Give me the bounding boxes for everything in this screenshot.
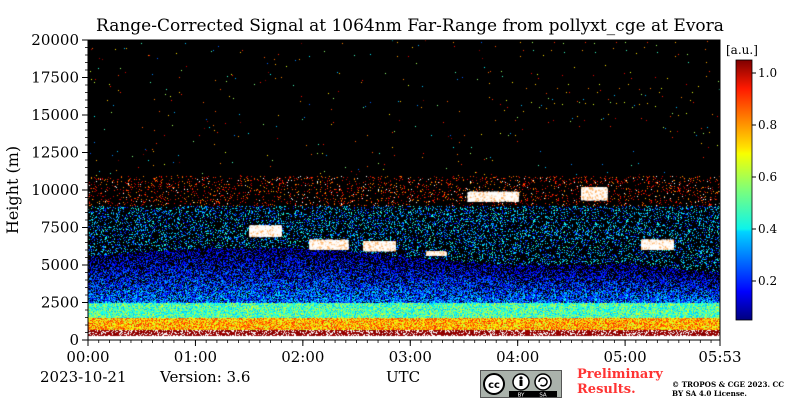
colorbar	[735, 59, 753, 321]
x-tick-label: 03:00	[389, 348, 432, 366]
signal-heatmap	[88, 40, 720, 340]
y-tick-label: 2500	[41, 294, 79, 312]
y-tick-label: 0	[69, 331, 79, 349]
date-label: 2023-10-21	[40, 368, 127, 386]
colorbar-label: [a.u.]	[726, 43, 758, 57]
y-tick-label: 10000	[31, 181, 79, 199]
svg-text:BY: BY	[518, 393, 525, 398]
y-tick-label: 15000	[31, 106, 79, 124]
x-tick-label: 05:53	[698, 348, 741, 366]
colorbar-tick-label: 0.6	[758, 170, 777, 184]
colorbar-tick-label: 0.4	[758, 222, 777, 236]
version-label: Version: 3.6	[160, 368, 251, 386]
colorbar-tick-label: 0.2	[758, 274, 777, 288]
copyright-notice: © TROPOS & CGE 2023. CC BY SA 4.0 Licens…	[672, 380, 784, 398]
x-tick-label: 01:00	[174, 348, 217, 366]
y-tick-label: 12500	[31, 144, 79, 162]
preliminary-notice: Preliminary Results.	[577, 367, 663, 397]
sa-icon	[534, 373, 552, 391]
cc-license-icon: cc BY SA	[481, 371, 561, 399]
x-axis-label: UTC	[386, 368, 421, 386]
x-tick-label: 04:00	[496, 348, 539, 366]
cc-by-sa-badge: cc BY SA	[480, 370, 562, 399]
y-tick-label: 17500	[31, 69, 79, 87]
x-tick-label: 05:00	[603, 348, 646, 366]
x-tick-label: 00:00	[66, 348, 109, 366]
x-tick-label: 02:00	[281, 348, 324, 366]
svg-text:SA: SA	[539, 393, 547, 398]
colorbar-tick-label: 1.0	[758, 66, 777, 80]
y-tick-label: 7500	[41, 219, 79, 237]
colorbar-tick-label: 0.8	[758, 118, 777, 132]
y-axis-label: Height (m)	[3, 146, 22, 234]
y-tick-label: 20000	[31, 31, 79, 49]
svg-text:cc: cc	[488, 380, 500, 391]
chart-title: Range-Corrected Signal at 1064nm Far-Ran…	[96, 16, 724, 36]
y-tick-label: 5000	[41, 256, 79, 274]
